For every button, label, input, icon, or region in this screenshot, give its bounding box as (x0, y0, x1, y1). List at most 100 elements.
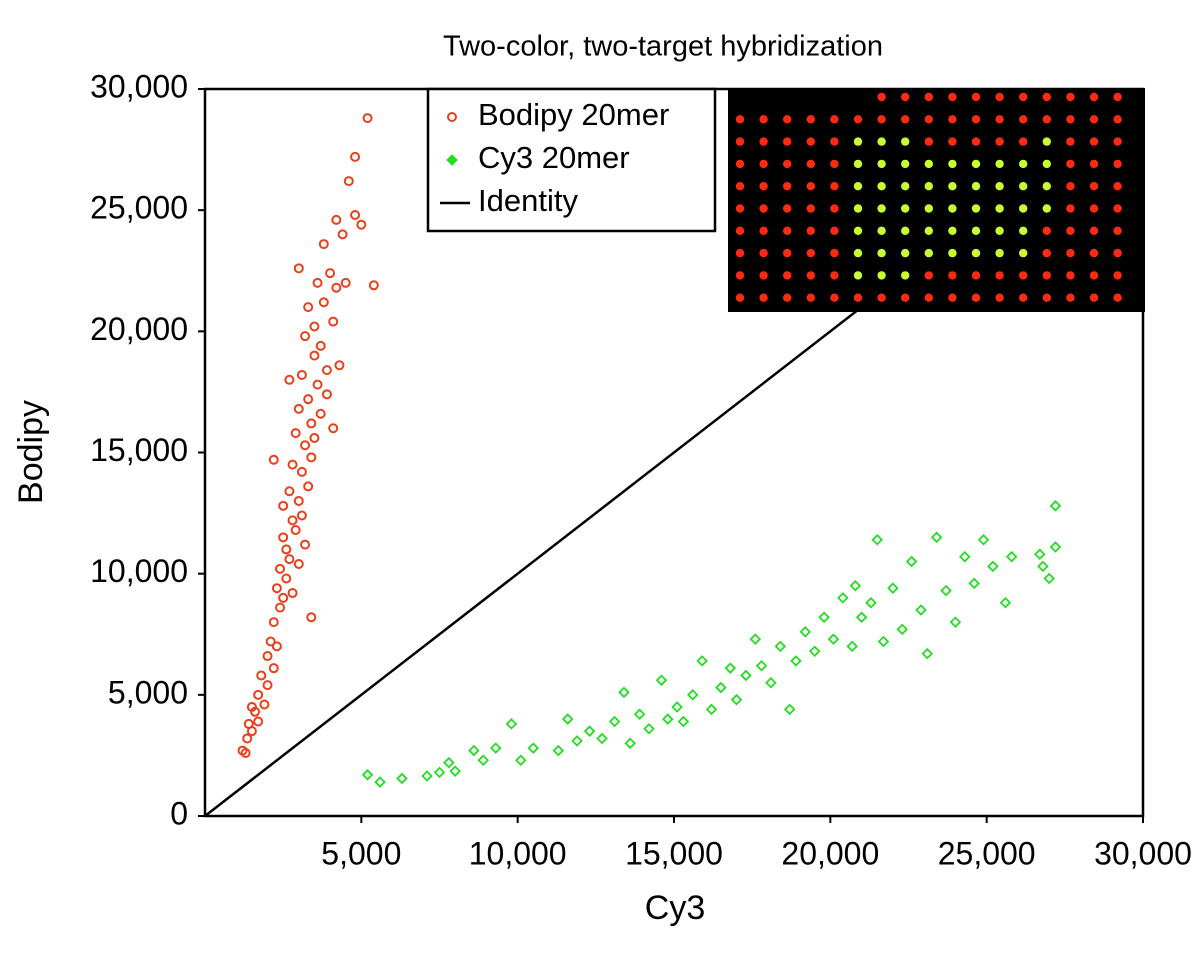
point (515, 754, 527, 767)
array-spot (1019, 293, 1028, 302)
array-spot (759, 204, 768, 213)
point (871, 533, 884, 546)
array-spot (1113, 137, 1122, 146)
y-tick-label: 15,000 (90, 432, 188, 468)
array-spot (759, 182, 768, 191)
point (242, 733, 253, 744)
array-spot (830, 159, 839, 169)
point (396, 772, 408, 785)
point (433, 766, 446, 779)
array-spot (901, 293, 910, 302)
point (300, 440, 311, 451)
point (303, 394, 314, 405)
point (655, 674, 668, 687)
array-spot (1089, 248, 1099, 258)
array-spot (877, 293, 886, 302)
array-spot (783, 226, 792, 235)
array-spot (1066, 204, 1075, 213)
array-spot (830, 137, 839, 146)
point (877, 635, 890, 648)
point (321, 365, 332, 376)
point (268, 663, 279, 674)
point (1043, 572, 1055, 585)
point (1037, 560, 1049, 573)
point (527, 742, 540, 754)
array-spot (1066, 293, 1075, 302)
point (583, 725, 596, 737)
array-spot (971, 271, 981, 280)
array-spot (735, 137, 745, 146)
array-spot (806, 182, 815, 191)
point (318, 297, 329, 308)
point (300, 331, 311, 342)
point (240, 747, 251, 758)
point (959, 550, 971, 563)
chart-title: Two-color, two-target hybridization (443, 31, 883, 63)
array-spot (853, 293, 863, 302)
array-spot (1042, 137, 1052, 146)
point (284, 554, 295, 565)
point (443, 756, 455, 769)
array-spot (995, 92, 1004, 102)
point (337, 229, 348, 240)
array-spot (971, 92, 981, 102)
legend: Bodipy 20mer Cy3 20mer Identity (426, 87, 717, 233)
point (818, 611, 830, 624)
array-spot (995, 226, 1004, 235)
array-spot (1113, 293, 1122, 302)
point (571, 735, 583, 747)
point (765, 676, 777, 689)
array-spot (1042, 182, 1052, 191)
point (246, 701, 257, 712)
point (265, 636, 276, 647)
point (331, 282, 342, 293)
point (293, 403, 304, 414)
array-spot (759, 226, 768, 235)
y-tick-label: 5,000 (108, 674, 188, 710)
array-spot (1113, 92, 1122, 102)
array-spot (924, 92, 933, 102)
array-spot (853, 159, 863, 169)
point (334, 360, 345, 371)
point (312, 277, 323, 288)
point (552, 744, 565, 757)
point (783, 703, 796, 716)
point (624, 737, 636, 750)
array-spot (877, 226, 886, 235)
array-spot (735, 271, 745, 280)
point (296, 510, 307, 521)
point (940, 584, 952, 597)
point (253, 689, 264, 700)
array-spot (971, 182, 981, 191)
point (306, 452, 317, 463)
array-spot (877, 115, 886, 124)
array-spot (830, 248, 839, 258)
point (362, 113, 373, 124)
point (905, 555, 918, 568)
point (930, 531, 943, 544)
point (303, 481, 314, 492)
point (1049, 500, 1062, 512)
array-spot (971, 115, 981, 124)
array-spot (1019, 226, 1028, 235)
array-spot (830, 271, 839, 280)
array-spot (995, 271, 1004, 280)
array-spot (1019, 271, 1028, 280)
array-spot (1089, 271, 1099, 280)
array-spot (806, 226, 815, 235)
array-spot (924, 271, 933, 280)
array-spot (1066, 159, 1075, 169)
array-spot (877, 159, 886, 169)
array-spot (735, 115, 745, 124)
point (287, 588, 298, 599)
array-spot (853, 137, 863, 146)
legend-label: Cy3 20mer (478, 140, 630, 175)
y-tick-label: 20,000 (90, 311, 188, 347)
point (855, 611, 868, 624)
point (837, 592, 849, 604)
point (278, 532, 289, 543)
point (306, 612, 317, 623)
array-spot (995, 248, 1004, 258)
array-spot (995, 159, 1004, 169)
array-spot (1042, 226, 1052, 235)
